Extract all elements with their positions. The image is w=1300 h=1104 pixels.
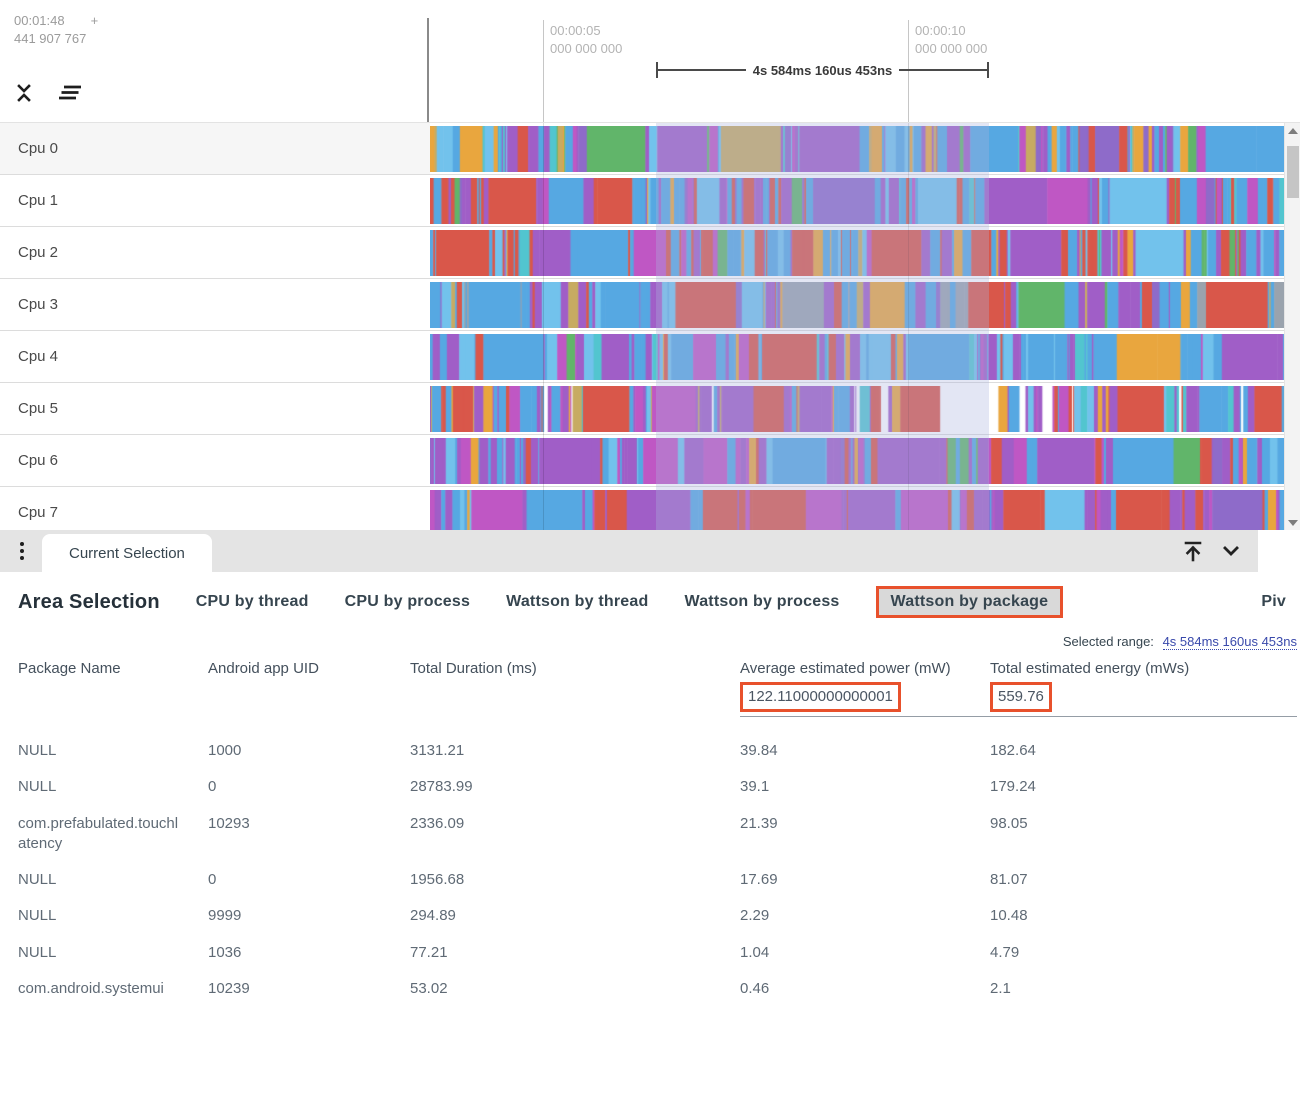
tab-cpu-by-thread[interactable]: CPU by thread [195,593,309,610]
table-row: NULL 0 28783.99 39.1 179.24 [18,778,1036,796]
tab-wattson-by-process[interactable]: Wattson by process [684,593,840,610]
area-selection-tabs: Area Selection CPU by thread CPU by proc… [0,572,1296,618]
trace-origin-timestamp: 00:01:48 + 441 907 767 [14,13,99,46]
track-canvas-cpu5[interactable] [430,386,1284,432]
table-row: com.android.systemui 10239 53.02 0.46 2.1 [18,979,1011,997]
panel-title: Area Selection [18,590,160,613]
tab-wattson-by-package[interactable]: Wattson by package [875,586,1064,618]
time-tick-label-5s: 00:00:05 000 000 000 [550,23,623,56]
time-tick-label-10s: 00:00:10 000 000 000 [915,23,988,56]
details-panel: Area Selection CPU by thread CPU by proc… [0,572,1300,1104]
table-header-row: Package Name Android app UID Total Durat… [18,652,1297,682]
track-canvas-cpu6[interactable] [430,438,1284,484]
timeline-header[interactable]: 00:01:48 + 441 907 767 00:00:05 000 000 00… [0,0,1300,122]
table-row: NULL 0 1956.68 17.69 81.07 [18,871,1028,888]
track-list: Cpu 0 Cpu 1 Cpu 2 Cpu 3 Cpu 4 Cpu 5 Cpu … [0,122,1300,530]
track-label: Cpu 1 [18,192,59,209]
table-row: NULL 1000 3131.21 39.84 182.64 [18,742,1036,759]
track-label: Cpu 6 [18,452,59,469]
col-avg-estimated-power: Average estimated power (mW) [740,660,951,677]
track-row-cpu0: Cpu 0 [0,123,1300,175]
selected-range-line: Selected range: 4s 584ms 160us 453ns [0,634,1297,650]
time-gridline [908,20,909,122]
sort-tracks-icon[interactable] [55,83,83,103]
table-row: NULL 9999 294.89 2.29 10.48 [18,907,1028,925]
track-canvas-cpu2[interactable] [430,230,1284,276]
table-summary-row: 122.11000000000001 559.76 [18,681,1297,717]
tab-cpu-by-process[interactable]: CPU by process [344,593,471,610]
tab-wattson-by-thread[interactable]: Wattson by thread [506,593,649,610]
panel-menu-kebab-icon[interactable] [10,538,34,564]
summary-avg-power-highlight: 122.11000000000001 [740,681,901,712]
tracks-scrollbar[interactable] [1284,123,1300,530]
table-row: com.prefabulated.touchlatency 10293 2336.… [18,814,1028,852]
track-canvas-cpu7[interactable] [430,490,1284,530]
selection-duration-bracket: 4s 584ms 160us 453ns [656,62,989,78]
tab-current-selection[interactable]: Current Selection [42,534,212,572]
track-row-cpu6: Cpu 6 [0,435,1300,487]
track-canvas-cpu3[interactable] [430,282,1284,328]
wattson-package-table: Package Name Android app UID Total Durat… [18,652,1297,1007]
time-gridline [543,123,544,530]
track-row-cpu3: Cpu 3 [0,279,1300,331]
track-label: Cpu 7 [18,504,59,521]
time-gridline [908,123,909,530]
scrollbar-thumb[interactable] [1287,146,1299,198]
time-gridline [543,20,544,122]
track-label: Cpu 0 [18,140,59,157]
track-row-cpu4: Cpu 4 [0,331,1300,383]
track-canvas-cpu1[interactable] [430,178,1284,224]
track-row-cpu1: Cpu 1 [0,175,1300,227]
col-total-estimated-energy: Total estimated energy (mWs) [990,660,1190,677]
collapse-panel-chevron-down-icon[interactable] [1220,540,1242,562]
col-android-app-uid: Android app UID [208,660,319,677]
track-row-cpu7: Cpu 7 [0,487,1300,530]
summary-total-energy-highlight: 559.76 [990,681,1052,712]
selection-duration-label: 4s 584ms 160us 453ns [752,62,893,78]
track-label: Cpu 5 [18,400,59,417]
track-label: Cpu 3 [18,296,59,313]
selected-range-value-link[interactable]: 4s 584ms 160us 453ns [1162,634,1297,650]
table-row: NULL 1036 77.21 1.04 4.79 [18,943,1020,961]
scroll-down-arrow-icon[interactable] [1285,515,1300,530]
track-panel-divider [427,18,429,122]
tab-pivot[interactable]: Piv [1261,593,1286,610]
track-canvas-cpu4[interactable] [430,334,1284,380]
collapse-all-tracks-icon[interactable] [13,82,35,104]
col-total-duration: Total Duration (ms) [410,660,537,677]
track-label: Cpu 2 [18,244,59,261]
scroll-up-arrow-icon[interactable] [1285,123,1300,138]
details-panel-tabbar: Current Selection [0,530,1258,572]
col-package-name: Package Name [18,660,121,677]
expand-panel-up-icon[interactable] [1182,539,1204,563]
selected-range-label: Selected range: [1062,634,1154,649]
track-row-cpu5: Cpu 5 [0,383,1300,435]
track-canvas-cpu0[interactable] [430,126,1284,172]
track-row-cpu2: Cpu 2 [0,227,1300,279]
track-label: Cpu 4 [18,348,59,365]
